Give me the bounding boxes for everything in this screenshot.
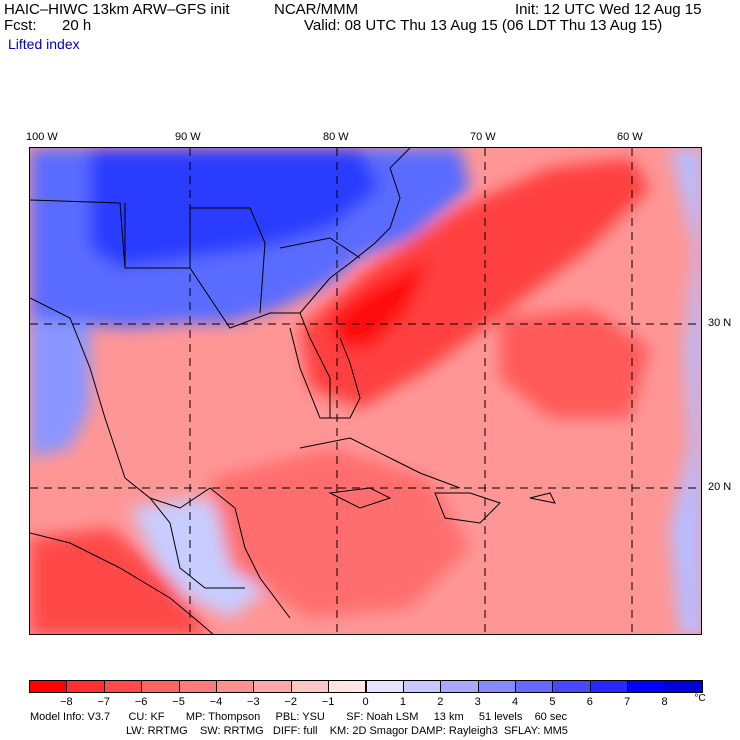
unstable-core-florida — [330, 258, 430, 348]
colorbar-swatch — [440, 680, 479, 693]
colorbar-tick-label: −1 — [321, 696, 335, 708]
colorbar-tick-label: 3 — [474, 696, 481, 708]
colorbar-tick-label: −5 — [172, 696, 185, 708]
colorbar-tick-label: −4 — [209, 696, 223, 708]
lat-label-30n: 30 N — [708, 317, 732, 329]
field-name: Lifted index — [8, 36, 80, 52]
colorbar-swatch — [328, 680, 367, 693]
map-canvas — [30, 148, 701, 634]
lon-label-70w: 70 W — [470, 131, 496, 143]
colorbar-swatch — [178, 680, 217, 693]
colorbar-swatch — [477, 680, 517, 693]
colorbar-swatch — [66, 680, 105, 693]
colorbar-tick-label: −7 — [97, 696, 111, 708]
model-title: HAIC–HIWC 13km ARW–GFS init — [4, 1, 230, 18]
colorbar-swatch — [515, 680, 554, 693]
colorbar-unit: °C — [694, 693, 706, 704]
lon-label-100w: 100 W — [26, 131, 58, 143]
stable-region-mexico — [30, 318, 90, 458]
model-info-line1: Model Info: V3.7 CU: KF MP: Thompson PBL… — [30, 711, 567, 723]
coastlines — [30, 148, 556, 634]
lifted-index-map — [29, 147, 702, 635]
stable-region-east — [670, 148, 701, 634]
colorbar-swatch — [365, 680, 404, 693]
colorbar-swatch — [402, 680, 442, 693]
colorbar-swatch — [290, 680, 330, 693]
lat-label-20n: 20 N — [708, 481, 732, 493]
colorbar-swatch — [253, 680, 292, 693]
lon-label-80w: 80 W — [323, 131, 349, 143]
valid-time: Valid: 08 UTC Thu 13 Aug 15 (06 LDT Thu … — [304, 17, 663, 34]
colorbar-swatch — [589, 680, 629, 693]
colorbar-tick-label: −3 — [247, 696, 260, 708]
colorbar-tick-label: 0 — [362, 696, 369, 708]
org-label: NCAR/MMM — [274, 1, 359, 18]
colorbar-swatch — [664, 680, 703, 693]
lon-label-90w: 90 W — [175, 131, 201, 143]
colorbar-tick-label: 5 — [549, 696, 556, 708]
colorbar-swatch — [29, 680, 68, 693]
init-time: Init: 12 UTC Wed 12 Aug 15 — [515, 1, 702, 18]
unstable-region-pacific — [30, 528, 209, 634]
colorbar-tick-label: 4 — [511, 696, 519, 708]
forecast-label: Fcst: — [4, 17, 37, 34]
model-info-line2: LW: RRTMG SW: RRTMG DIFF: full KM: 2D Sm… — [126, 725, 568, 737]
colorbar-tick-label: 6 — [586, 696, 593, 708]
colorbar-swatch — [627, 680, 666, 693]
unstable-region-caribbean — [210, 448, 470, 618]
unstable-region-central-atlantic — [500, 308, 650, 418]
colorbar-swatch — [103, 680, 143, 693]
lon-label-60w: 60 W — [617, 131, 643, 143]
unstable-band-atlantic — [300, 158, 650, 408]
colorbar-tick-label: 1 — [399, 696, 406, 708]
forecast-hour: 20 h — [62, 17, 92, 34]
colorbar-tick-label: −2 — [284, 696, 297, 708]
colorbar-swatch — [141, 680, 180, 693]
colorbar-tick-label: −6 — [134, 696, 148, 708]
colorbar-tick-label: 2 — [437, 696, 444, 708]
colorbar-swatch — [215, 680, 255, 693]
colorbar-tick-label: 8 — [661, 696, 668, 708]
colorbar-swatch — [552, 680, 591, 693]
colorbar-tick-label: −8 — [60, 696, 73, 708]
colorbar-tick-label: 7 — [624, 696, 631, 708]
